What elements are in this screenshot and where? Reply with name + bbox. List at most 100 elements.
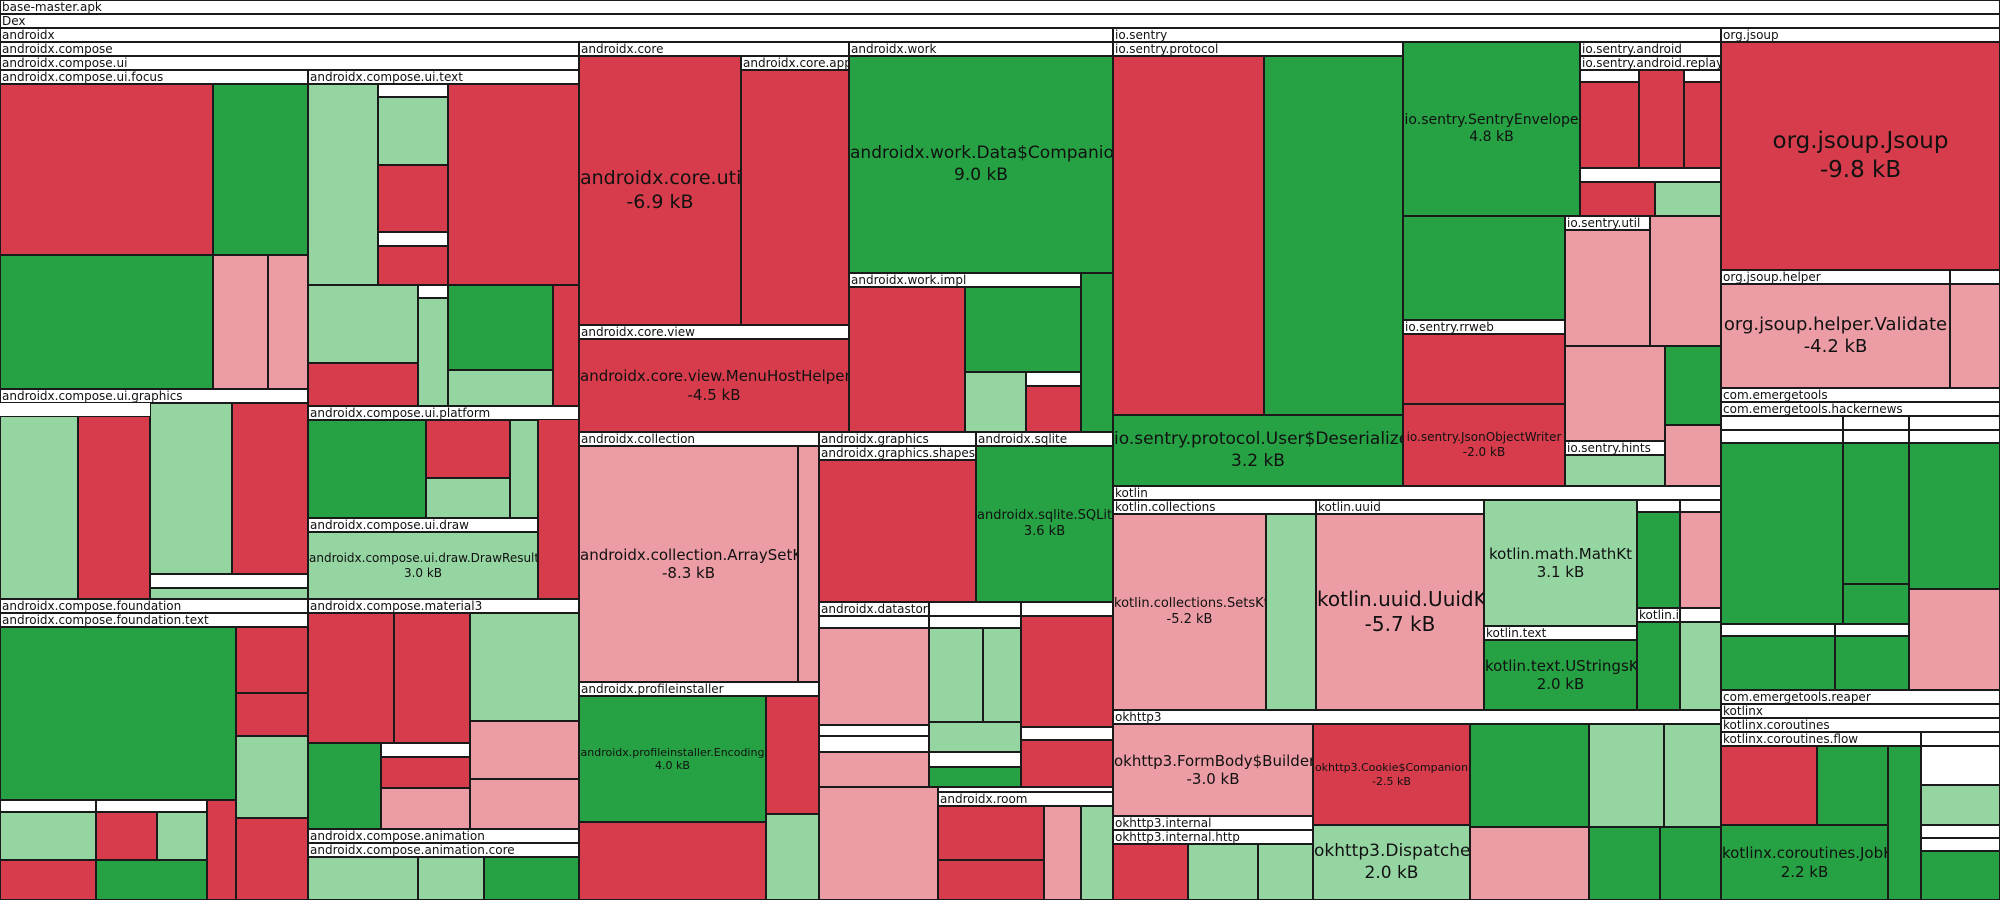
treemap-cell[interactable] [381, 757, 470, 788]
treemap-cell[interactable] [1909, 430, 2000, 443]
treemap-cell[interactable] [418, 298, 448, 406]
treemap-cell[interactable] [579, 822, 766, 900]
treemap-cell[interactable] [470, 721, 579, 779]
package-header-androidx[interactable]: androidx [0, 28, 1113, 42]
treemap-cell[interactable] [1921, 732, 2000, 746]
treemap-cell-androidx-profileinstaller-encoding[interactable]: androidx.profileinstaller.Encoding 4.0 kB [579, 696, 766, 822]
treemap-cell[interactable] [1721, 416, 1843, 430]
package-header-kotlinx[interactable]: kotlinx [1721, 704, 2000, 718]
treemap-cell-io-sentry-jsonobjectwriter[interactable]: io.sentry.JsonObjectWriter -2.0 kB [1403, 404, 1565, 486]
treemap-cell[interactable] [1403, 334, 1565, 404]
package-header-androidx-compose-ui-graphics[interactable]: androidx.compose.ui.graphics [0, 389, 308, 403]
treemap-cell[interactable] [1580, 82, 1639, 168]
treemap-cell[interactable] [236, 736, 308, 818]
treemap-cell[interactable] [1655, 182, 1721, 216]
treemap-cell-kotlin-math-mathkt[interactable]: kotlin.math.MathKt 3.1 kB [1484, 500, 1637, 626]
treemap-cell[interactable] [819, 752, 929, 787]
treemap-cell[interactable] [1950, 270, 2000, 284]
treemap-cell[interactable] [268, 255, 308, 389]
package-header-kotlin-collections[interactable]: kotlin.collections [1113, 500, 1316, 514]
package-header-androidx-compose-ui[interactable]: androidx.compose.ui [0, 56, 579, 70]
treemap-cell[interactable] [1565, 455, 1665, 486]
treemap-cell[interactable] [1817, 746, 1888, 825]
package-header-okhttp3-internal-http[interactable]: okhttp3.internal.http [1113, 830, 1313, 844]
treemap-cell[interactable] [819, 616, 929, 628]
treemap-cell[interactable] [1580, 70, 1639, 82]
treemap-cell[interactable] [1580, 168, 1721, 182]
treemap-cell[interactable] [929, 602, 1021, 616]
treemap-cell[interactable] [1680, 608, 1721, 622]
treemap-cell[interactable] [448, 370, 553, 406]
treemap-cell[interactable] [1950, 284, 2000, 388]
treemap-cell[interactable] [150, 588, 308, 599]
package-header-org-jsoup-helper[interactable]: org.jsoup.helper [1721, 270, 1950, 284]
treemap-cell[interactable] [378, 84, 448, 97]
treemap-cell[interactable] [1113, 56, 1264, 415]
treemap-cell[interactable] [308, 857, 418, 900]
treemap-cell-kotlin-collections-setskt[interactable]: kotlin.collections.SetsKt -5.2 kB [1113, 514, 1266, 710]
treemap-cell[interactable] [1637, 512, 1680, 608]
treemap-cell[interactable] [741, 70, 849, 325]
treemap-cell[interactable] [819, 787, 938, 900]
treemap-cell[interactable] [1843, 416, 1909, 430]
package-header-com-emergetools-hackernews[interactable]: com.emergetools.hackernews [1721, 402, 2000, 416]
treemap-cell[interactable] [1843, 584, 1909, 624]
treemap-cell-androidx-core-view-menuhosthelper[interactable]: androidx.core.view.MenuHostHelper -4.5 kB [579, 339, 849, 432]
treemap-cell[interactable] [1843, 430, 1909, 443]
treemap-cell[interactable] [1843, 443, 1909, 584]
treemap-cell[interactable] [1921, 838, 2000, 851]
package-header-io-sentry-rrweb[interactable]: io.sentry.rrweb [1403, 320, 1565, 334]
treemap-cell[interactable] [426, 420, 510, 478]
package-header-androidx-compose-foundation-text[interactable]: androidx.compose.foundation.text [0, 613, 308, 627]
treemap-cell[interactable] [157, 812, 207, 860]
treemap-cell[interactable] [213, 255, 268, 389]
treemap-cell[interactable] [510, 420, 538, 518]
package-header-androidx-collection[interactable]: androidx.collection [579, 432, 819, 446]
treemap-cell[interactable] [938, 860, 1044, 900]
package-header-androidx-profileinstaller[interactable]: androidx.profileinstaller [579, 682, 819, 696]
package-header-androidx-graphics-shapes[interactable]: androidx.graphics.shapes [819, 446, 976, 460]
package-header-androidx-core-view[interactable]: androidx.core.view [579, 325, 849, 339]
treemap-cell[interactable] [1081, 806, 1113, 900]
treemap-cell[interactable] [1021, 740, 1113, 787]
treemap-cell[interactable] [308, 420, 426, 518]
package-header-com-emergetools-reaper[interactable]: com.emergetools.reaper [1721, 690, 2000, 704]
treemap-cell[interactable] [929, 767, 1021, 787]
treemap-cell[interactable] [394, 613, 470, 743]
treemap-cell-kotlin-uuid-uuidkt[interactable]: kotlin.uuid.UuidKt -5.7 kB [1316, 514, 1484, 710]
treemap-cell[interactable] [484, 857, 579, 900]
treemap-cell[interactable] [418, 857, 484, 900]
treemap-cell[interactable] [983, 628, 1021, 722]
package-header-androidx-compose-foundation[interactable]: androidx.compose.foundation [0, 599, 308, 613]
treemap-cell-io-sentry-protocol-user-deserializer[interactable]: io.sentry.protocol.User$Deserializer 3.2 … [1113, 415, 1403, 486]
treemap-cell[interactable] [1650, 216, 1721, 346]
package-header-androidx-room[interactable]: androidx.room [938, 792, 1113, 806]
treemap-cell[interactable] [1637, 500, 1680, 512]
treemap-cell[interactable] [308, 363, 418, 406]
treemap-cell[interactable] [1680, 512, 1721, 608]
treemap-cell[interactable] [418, 285, 448, 298]
package-header-io-sentry[interactable]: io.sentry [1113, 28, 1721, 42]
treemap-cell[interactable] [1021, 727, 1113, 740]
treemap-cell[interactable] [1909, 589, 2000, 690]
treemap-cell[interactable] [819, 736, 929, 752]
treemap-cell[interactable] [929, 752, 1021, 767]
treemap-cell[interactable] [381, 788, 470, 829]
package-header-androidx-compose-ui-draw[interactable]: androidx.compose.ui.draw [308, 518, 538, 532]
treemap-cell[interactable] [819, 725, 929, 736]
treemap-cell[interactable] [308, 84, 378, 285]
package-header-okhttp3-internal[interactable]: okhttp3.internal [1113, 816, 1313, 830]
treemap-cell[interactable] [1266, 514, 1316, 710]
treemap-cell[interactable] [470, 779, 579, 829]
treemap-cell[interactable] [0, 255, 213, 389]
treemap-cell[interactable] [1021, 602, 1113, 616]
treemap-cell[interactable] [1921, 785, 2000, 825]
treemap-cell[interactable] [0, 800, 96, 812]
treemap-cell[interactable] [1721, 443, 1843, 624]
treemap-cell[interactable] [1565, 230, 1650, 346]
treemap-cell[interactable] [378, 246, 448, 285]
treemap-cell[interactable] [1589, 724, 1664, 827]
treemap-cell-okhttp3-dispatcher[interactable]: okhttp3.Dispatcher 2.0 kB [1313, 825, 1470, 900]
treemap-cell-kotlin-text-ustringskt[interactable]: kotlin.text.UStringsKt 2.0 kB [1484, 640, 1637, 710]
treemap-cell-org-jsoup-helper-validate[interactable]: org.jsoup.helper.Validate -4.2 kB [1721, 284, 1950, 388]
